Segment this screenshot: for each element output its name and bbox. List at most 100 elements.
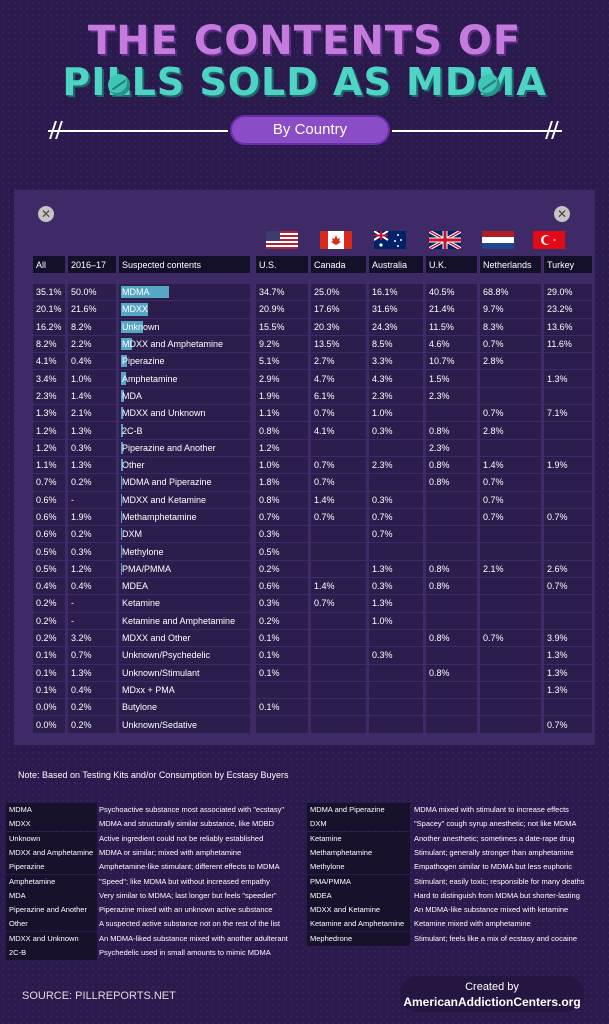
contents-label: Methamphetamine	[122, 512, 197, 522]
cell-turkey	[544, 612, 592, 629]
legend-description: Psychedelic used in small amounts to mim…	[99, 948, 271, 957]
divider-left	[48, 130, 228, 132]
cell-turkey	[544, 491, 592, 508]
cell-2016-17: 1.3%	[68, 422, 116, 439]
cell-turkey: 23.2%	[544, 301, 592, 318]
cell-us: 0.5%	[256, 543, 308, 560]
cell-netherlands	[480, 664, 541, 681]
legend-term: Ketamine	[307, 831, 410, 846]
cell-netherlands: 2.8%	[480, 353, 541, 370]
cell-netherlands: 0.7%	[480, 508, 541, 526]
title-line2: PILLS SOLD AS MDMA	[62, 60, 547, 104]
cell-contents: Unknown/Sedative	[119, 716, 250, 733]
table-row: 2.3% 1.4% MDA 1.9% 6.1% 2.3% 2.3%	[33, 387, 592, 405]
legend-description: MDMA and structurally similar substance,…	[99, 819, 275, 829]
cell-canada: 25.0%	[311, 284, 366, 301]
table-row: 0.7% 0.2% MDMA and Piperazine 1.8% 0.7% 0.8% 0…	[33, 474, 592, 491]
cell-contents: MDMA	[119, 284, 250, 301]
cell-netherlands: 0.7%	[480, 629, 541, 647]
contents-label: Ketamine and Amphetamine	[122, 615, 236, 626]
cell-australia: 0.3%	[369, 578, 423, 595]
cell-turkey	[544, 387, 592, 405]
cell-us: 9.2%	[256, 335, 308, 353]
cell-contents: Methylone	[119, 543, 250, 560]
contents-label: Unknown/Stimulant	[122, 667, 200, 678]
cell-netherlands	[480, 716, 541, 733]
cell-uk: 0.8%	[426, 422, 477, 439]
legend-term: MDXX and Amphetamine	[6, 845, 97, 860]
cell-canada: 13.5%	[311, 335, 366, 353]
cell-netherlands	[480, 526, 541, 543]
credit-badge: Created by AmericanAddictionCenters.org	[400, 976, 584, 1012]
cell-turkey: 7.1%	[544, 405, 592, 422]
cell-netherlands	[480, 370, 541, 387]
legend-term: MDXX and Unknown	[6, 931, 97, 946]
share-bar	[121, 424, 123, 437]
share-bar	[121, 545, 122, 558]
cell-uk	[426, 595, 477, 612]
table-row: 0.1% 0.7% Unknown/Psychedelic 0.1% 0.3% 1.3%	[33, 647, 592, 664]
share-bar	[121, 320, 144, 333]
table-row: 3.4% 1.0% Amphetamine 2.9% 4.7% 4.3% 1.5% 1.3%	[33, 370, 592, 387]
cell-contents: 2C-B	[119, 422, 250, 439]
cell-us: 0.1%	[256, 629, 308, 647]
contents-label: Ketamine	[122, 598, 161, 609]
contents-label: Butylone	[122, 702, 158, 713]
share-bar	[121, 458, 123, 472]
legend-description: Amphetamine-like stimulant; different ef…	[99, 862, 280, 872]
cell-australia: 2.3%	[369, 456, 423, 474]
cell-contents: DXM	[119, 526, 250, 543]
table-row: 0.6% 0.2% DXM 0.3% 0.7%	[33, 526, 592, 543]
contents-label: MDXX and Other	[122, 633, 191, 644]
cell-turkey	[544, 595, 592, 612]
netherlands-flag-icon	[482, 231, 514, 249]
cell-uk	[426, 699, 477, 716]
cell-contents: Ketamine	[119, 595, 250, 612]
cell-2016-17: 0.2%	[68, 699, 116, 716]
contents-label: Amphetamine	[122, 373, 178, 384]
table-row: 0.2% 3.2% MDXX and Other 0.1% 0.8% 0.7% 3.9%	[33, 629, 592, 647]
cell-uk	[426, 491, 477, 508]
legend-term: MDXX	[6, 817, 97, 832]
cell-turkey: 1.3%	[544, 647, 592, 664]
cell-2016-17: 0.2%	[68, 716, 116, 733]
cell-turkey: 1.3%	[544, 681, 592, 699]
legend-description: "Speed"; like MDMA but without increased…	[99, 876, 270, 886]
cell-uk: 0.8%	[426, 474, 477, 491]
cell-2016-17: -	[68, 612, 116, 629]
org-name: AmericanAddictionCenters.org	[403, 995, 581, 1009]
cell-australia: 24.3%	[369, 318, 423, 335]
legend-description: "Spacey" cough syrup anesthetic; not lik…	[414, 819, 577, 829]
legend-term: 2C-B	[6, 946, 97, 960]
table-row: 20.1% 21.6% MDXX 20.9% 17.6% 31.6% 21.4% 9.7% 23…	[33, 301, 592, 318]
legend-description: Psychoactive substance most associated w…	[99, 805, 284, 814]
cell-australia: 4.3%	[369, 370, 423, 387]
contents-label: MDA	[122, 390, 142, 401]
cell-australia: 1.0%	[369, 405, 423, 422]
contents-label: Unknown/Psychedelic	[122, 650, 211, 661]
legend-term: Methylone	[307, 860, 410, 875]
cell-australia: 2.3%	[369, 387, 423, 405]
share-bar	[121, 493, 122, 506]
cell-us	[256, 681, 308, 699]
cell-canada: 17.6%	[311, 301, 366, 318]
table-row: 0.2% - Ketamine and Amphetamine 0.2% 1.0%	[33, 612, 592, 629]
cell-australia: 0.3%	[369, 491, 423, 508]
table-row: 35.1% 50.0% MDMA 34.7% 25.0% 16.1% 40.5% 68.8% 2…	[33, 284, 592, 301]
cell-canada: 0.7%	[311, 456, 366, 474]
legend-term: Piperazine and Another	[6, 903, 97, 918]
cell-uk	[426, 508, 477, 526]
cell-canada: 20.3%	[311, 318, 366, 335]
cell-contents: MDXX and Unknown	[119, 405, 250, 422]
uk-flag-icon	[429, 231, 461, 249]
cell-turkey: 0.7%	[544, 578, 592, 595]
contents-label: Unknown	[122, 321, 160, 332]
legend-description: Empathogen similar to MDMA but less euph…	[414, 862, 572, 872]
cell-australia	[369, 664, 423, 681]
table-row: 1.2% 1.3% 2C-B 0.8% 4.1% 0.3% 0.8% 2.8%	[33, 422, 592, 439]
cell-australia: 0.7%	[369, 508, 423, 526]
contents-label: DXM	[122, 529, 142, 540]
cell-australia: 3.3%	[369, 353, 423, 370]
table-row: 1.2% 0.3% Piperazine and Another 1.2% 2.3%	[33, 439, 592, 456]
contents-label: MDMA	[122, 287, 150, 298]
